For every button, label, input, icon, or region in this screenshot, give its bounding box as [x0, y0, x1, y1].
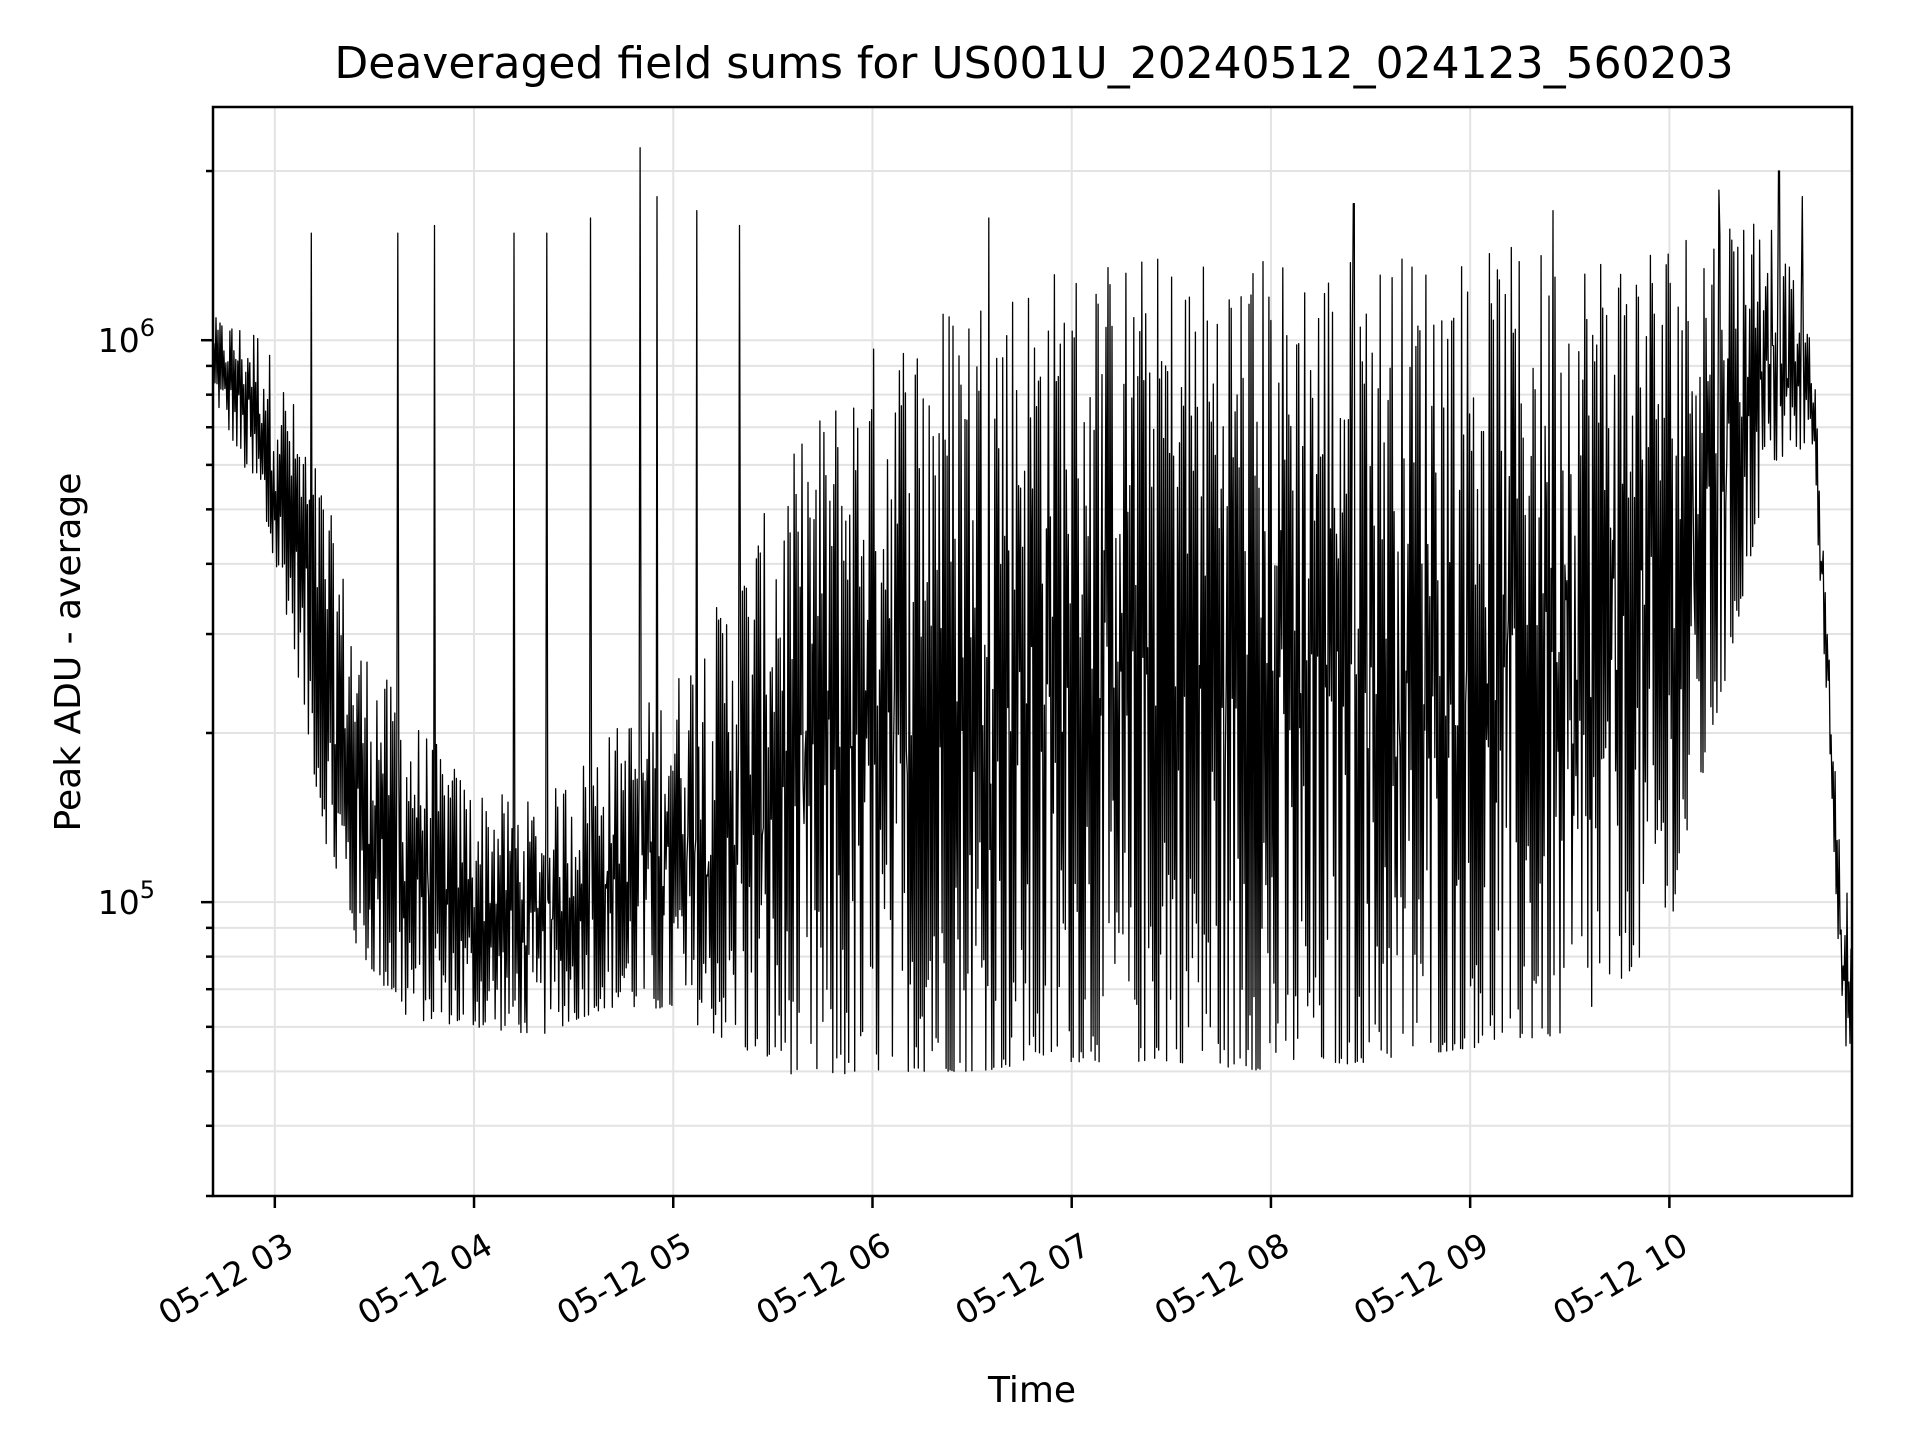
series-layer — [212, 147, 1853, 1091]
x-axis-label: Time — [987, 1370, 1076, 1411]
y-tick-label: 106 — [98, 314, 155, 360]
chart-title: Deaveraged field sums for US001U_2024051… — [334, 38, 1733, 89]
plot-frame — [211, 105, 1854, 1198]
y-tick-label: 105 — [98, 876, 155, 922]
y-axis-label: Peak ADU - average — [48, 473, 89, 832]
series-line — [212, 147, 1853, 1091]
